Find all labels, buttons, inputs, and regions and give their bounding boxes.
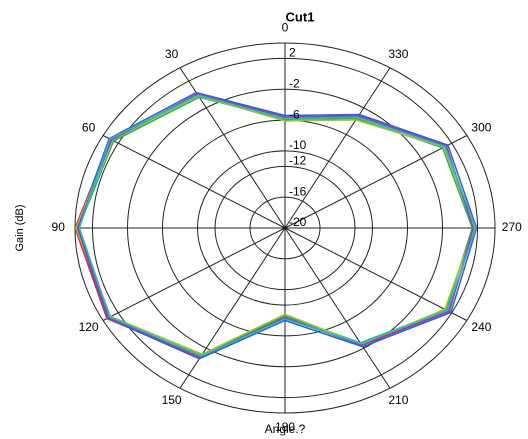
grid-spoke xyxy=(284,67,391,229)
grid-spoke xyxy=(284,227,468,321)
r-tick-label: 2 xyxy=(289,46,296,60)
series-line xyxy=(78,94,477,358)
grid-spoke xyxy=(284,227,391,389)
angle-label: 0 xyxy=(282,20,289,34)
grid-spoke xyxy=(102,227,286,321)
r-tick-label: -6 xyxy=(289,107,300,121)
y-axis-label: Gain (dB) xyxy=(14,204,26,251)
angle-label: 210 xyxy=(388,393,408,407)
grid-spoke xyxy=(179,67,286,229)
grid-spoke xyxy=(179,227,286,389)
r-tick-label: -10 xyxy=(289,138,307,152)
angle-label: 270 xyxy=(502,220,522,234)
series-line xyxy=(76,91,478,360)
angle-label: 150 xyxy=(162,393,182,407)
series-line xyxy=(76,92,474,358)
angle-label: 300 xyxy=(471,120,491,134)
grid-spoke xyxy=(102,135,286,229)
angle-label: 120 xyxy=(79,320,99,334)
r-tick-label: -16 xyxy=(289,184,307,198)
series-line xyxy=(77,96,474,357)
angle-label: 330 xyxy=(388,47,408,61)
grid-spoke xyxy=(284,135,468,229)
chart-title: Cut1 xyxy=(286,9,315,24)
angle-label: 90 xyxy=(52,220,66,234)
angle-label: 240 xyxy=(471,320,491,334)
angle-label: 180 xyxy=(275,420,295,434)
angle-label: 60 xyxy=(82,120,96,134)
x-axis-label: Angle.? xyxy=(265,422,306,436)
angle-label: 30 xyxy=(165,47,179,61)
r-tick-label: -12 xyxy=(289,154,307,168)
r-tick-label: -2 xyxy=(289,76,300,90)
r-tick-label: -20 xyxy=(289,215,307,229)
